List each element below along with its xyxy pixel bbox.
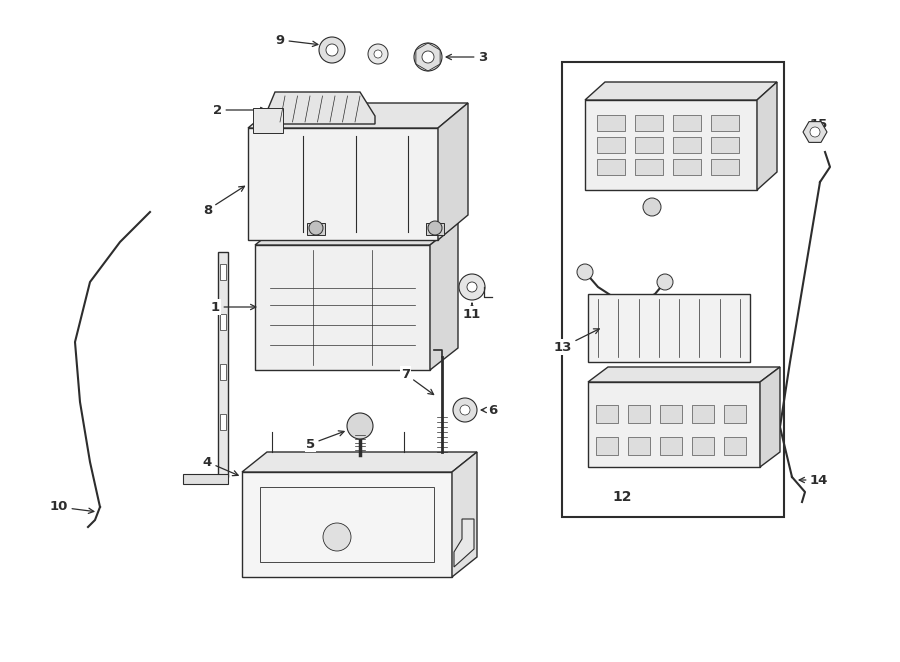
Bar xyxy=(562,62,784,517)
Polygon shape xyxy=(218,252,228,477)
Polygon shape xyxy=(255,223,458,245)
Bar xyxy=(260,487,434,562)
Text: 13: 13 xyxy=(554,329,599,354)
Circle shape xyxy=(374,50,382,58)
Bar xyxy=(673,159,701,175)
Polygon shape xyxy=(242,452,477,472)
Bar xyxy=(253,108,283,133)
Text: 6: 6 xyxy=(482,404,497,416)
Circle shape xyxy=(453,398,477,422)
Polygon shape xyxy=(452,452,477,577)
Circle shape xyxy=(657,274,673,290)
Text: 8: 8 xyxy=(202,186,245,216)
Circle shape xyxy=(323,523,351,551)
Circle shape xyxy=(309,221,323,235)
Bar xyxy=(628,405,650,423)
Text: 15: 15 xyxy=(810,117,828,130)
Circle shape xyxy=(326,44,338,56)
Circle shape xyxy=(459,274,485,300)
Bar xyxy=(692,437,714,455)
Circle shape xyxy=(460,405,470,415)
Bar xyxy=(711,115,739,131)
Circle shape xyxy=(368,44,388,64)
Circle shape xyxy=(347,413,373,439)
Bar xyxy=(220,364,226,380)
Circle shape xyxy=(319,37,345,63)
Bar xyxy=(724,405,746,423)
Polygon shape xyxy=(588,367,780,382)
Bar xyxy=(242,472,452,577)
Bar xyxy=(597,137,625,153)
Polygon shape xyxy=(248,103,468,128)
Bar xyxy=(660,437,682,455)
Bar xyxy=(628,437,650,455)
Polygon shape xyxy=(430,223,458,370)
Polygon shape xyxy=(585,82,777,100)
Text: 1: 1 xyxy=(211,301,256,314)
Bar xyxy=(724,437,746,455)
Bar xyxy=(183,474,228,484)
Bar xyxy=(596,405,618,423)
Polygon shape xyxy=(454,519,474,567)
Bar xyxy=(597,115,625,131)
Circle shape xyxy=(577,264,593,280)
Polygon shape xyxy=(760,367,780,467)
Bar xyxy=(635,115,663,131)
Bar xyxy=(248,128,438,240)
Text: 14: 14 xyxy=(799,473,828,487)
Bar xyxy=(711,159,739,175)
Bar xyxy=(635,137,663,153)
Text: 3: 3 xyxy=(446,50,487,64)
Bar xyxy=(588,294,750,362)
Bar xyxy=(711,137,739,153)
Bar xyxy=(635,159,663,175)
Polygon shape xyxy=(438,103,468,240)
Circle shape xyxy=(428,221,442,235)
Bar xyxy=(307,223,325,235)
Text: 2: 2 xyxy=(213,103,266,117)
Bar xyxy=(673,115,701,131)
Text: 9: 9 xyxy=(276,34,318,46)
Text: 5: 5 xyxy=(306,431,344,451)
Text: 11: 11 xyxy=(463,303,482,320)
Bar xyxy=(673,137,701,153)
Circle shape xyxy=(643,198,661,216)
Circle shape xyxy=(810,127,820,137)
Bar xyxy=(255,245,430,370)
Circle shape xyxy=(422,51,434,63)
Bar xyxy=(426,223,444,235)
Bar xyxy=(596,437,618,455)
Circle shape xyxy=(414,43,442,71)
Bar xyxy=(220,414,226,430)
Circle shape xyxy=(467,282,477,292)
Bar xyxy=(597,159,625,175)
Bar xyxy=(588,382,760,467)
Bar xyxy=(692,405,714,423)
Polygon shape xyxy=(265,92,375,124)
Text: 7: 7 xyxy=(400,367,434,395)
Polygon shape xyxy=(757,82,777,190)
Text: 4: 4 xyxy=(202,455,238,476)
Polygon shape xyxy=(803,122,827,142)
Text: 10: 10 xyxy=(50,500,94,514)
Bar xyxy=(585,100,757,190)
Bar xyxy=(220,314,226,330)
Text: 12: 12 xyxy=(612,490,632,504)
Bar xyxy=(220,264,226,280)
Bar xyxy=(660,405,682,423)
